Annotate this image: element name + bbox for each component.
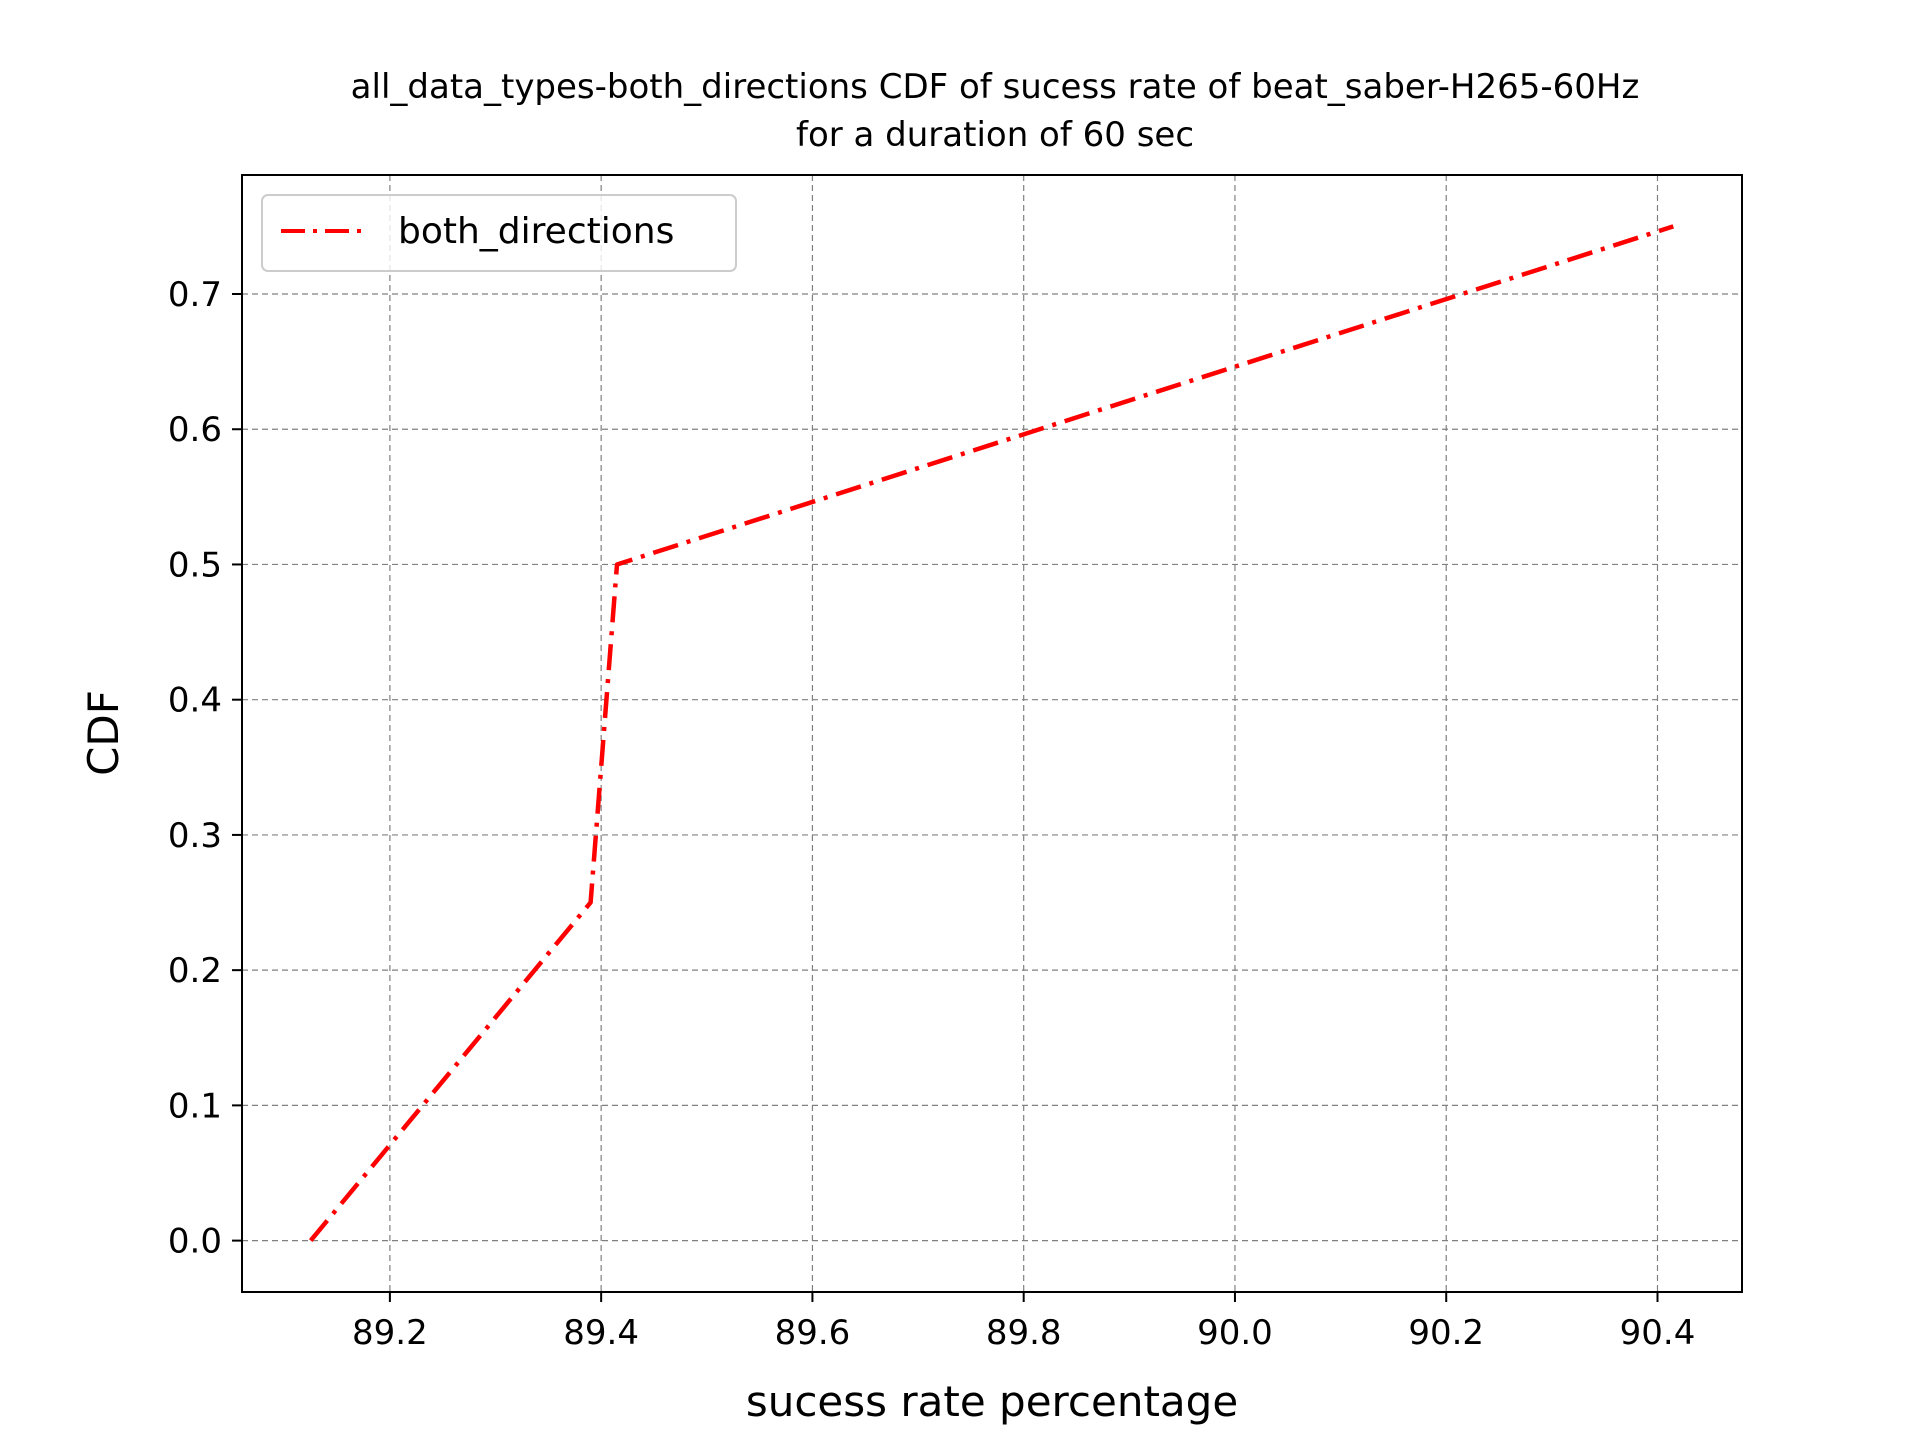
x-tick-label: 89.4	[563, 1313, 639, 1353]
x-axis: 89.2 89.4 89.6 89.8 90.0 90.2 90.4	[352, 1292, 1695, 1353]
y-axis: 0.0 0.1 0.2 0.3 0.4 0.5 0.6 0.7	[168, 275, 242, 1262]
y-tick-label: 0.3	[168, 816, 222, 856]
series-line-both-directions	[308, 224, 1674, 1243]
y-tick-label: 0.1	[168, 1086, 222, 1126]
grid	[242, 175, 1742, 1292]
legend-box	[261, 194, 737, 272]
x-tick-label: 90.2	[1408, 1313, 1484, 1353]
x-tick-label: 90.4	[1620, 1313, 1696, 1353]
x-tick-label: 89.2	[352, 1313, 428, 1353]
plot-frame	[241, 174, 1743, 1293]
x-tick-label: 90.0	[1197, 1313, 1273, 1353]
y-tick-label: 0.6	[168, 410, 222, 450]
y-tick-label: 0.7	[168, 275, 222, 315]
y-tick-label: 0.0	[168, 1222, 222, 1262]
y-tick-label: 0.2	[168, 951, 222, 991]
x-axis-label: sucess rate percentage	[746, 1377, 1238, 1426]
legend-label-both-directions: both_directions	[398, 211, 674, 252]
legend: both_directions	[261, 194, 737, 272]
y-axis-label: CDF	[79, 690, 128, 776]
x-tick-label: 89.8	[986, 1313, 1062, 1353]
chart-subtitle: for a duration of 60 sec	[796, 115, 1194, 155]
y-tick-label: 0.5	[168, 545, 222, 585]
x-tick-label: 89.6	[775, 1313, 851, 1353]
chart-title: all_data_types-both_directions CDF of su…	[351, 67, 1640, 107]
series-layer	[308, 224, 1674, 1243]
y-tick-label: 0.4	[168, 681, 222, 721]
